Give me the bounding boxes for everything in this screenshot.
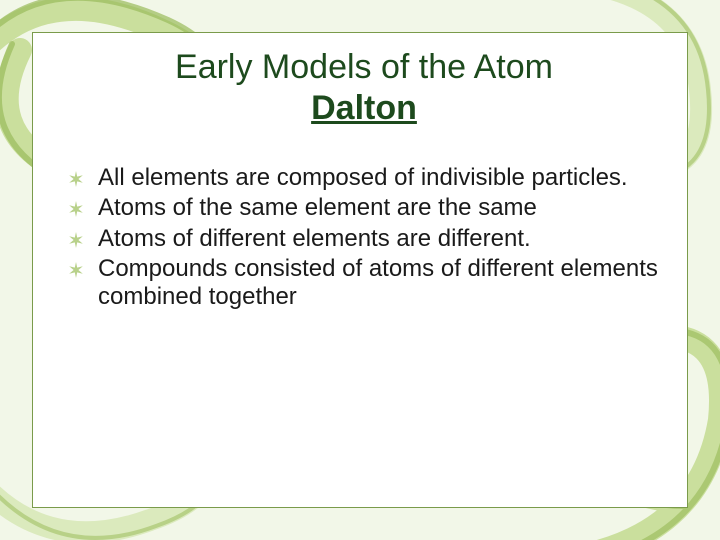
list-item: All elements are composed of indivisible… <box>68 164 660 192</box>
star-bullet-icon <box>68 171 84 187</box>
bullet-list: All elements are composed of indivisible… <box>68 164 660 312</box>
title-line-1: Early Models of the Atom <box>68 48 660 87</box>
bullet-text: Atoms of different elements are differen… <box>98 225 660 253</box>
bullet-text: Atoms of the same element are the same <box>98 194 660 222</box>
list-item: Atoms of different elements are differen… <box>68 225 660 253</box>
star-bullet-icon <box>68 232 84 248</box>
star-bullet-icon <box>68 262 84 278</box>
list-item: Atoms of the same element are the same <box>68 194 660 222</box>
slide-content: Early Models of the Atom Dalton All elem… <box>68 48 660 314</box>
bullet-text: Compounds consisted of atoms of differen… <box>98 255 660 312</box>
list-item: Compounds consisted of atoms of differen… <box>68 255 660 312</box>
star-bullet-icon <box>68 201 84 217</box>
title-line-2: Dalton <box>68 89 660 128</box>
bullet-text: All elements are composed of indivisible… <box>98 164 660 192</box>
